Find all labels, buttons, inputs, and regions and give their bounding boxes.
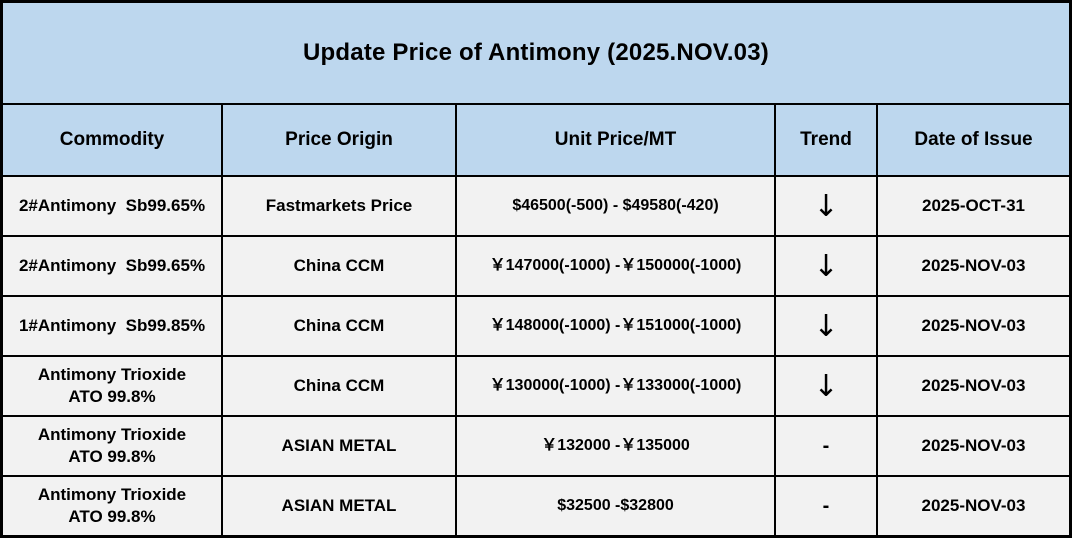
commodity-cell: Antimony Trioxide ATO 99.8% bbox=[3, 417, 221, 475]
unit-price-cell: ￥147000(-1000) -￥150000(-1000) bbox=[457, 237, 774, 295]
price-origin-cell: China CCM bbox=[223, 357, 455, 415]
column-header-price-origin: Price Origin bbox=[223, 105, 455, 175]
price-origin-cell: ASIAN METAL bbox=[223, 477, 455, 535]
unit-price-cell: $32500 -$32800 bbox=[457, 477, 774, 535]
date-of-issue-cell: 2025-OCT-31 bbox=[878, 177, 1069, 235]
commodity-cell: Antimony Trioxide ATO 99.8% bbox=[3, 477, 221, 535]
price-origin-cell: China CCM bbox=[223, 237, 455, 295]
price-origin-cell: China CCM bbox=[223, 297, 455, 355]
date-of-issue-cell: 2025-NOV-03 bbox=[878, 237, 1069, 295]
column-header-commodity: Commodity bbox=[3, 105, 221, 175]
column-header-unit-price: Unit Price/MT bbox=[457, 105, 774, 175]
trend-down-arrow-icon: ↓ bbox=[776, 297, 876, 355]
unit-price-cell: $46500(-500) - $49580(-420) bbox=[457, 177, 774, 235]
date-of-issue-cell: 2025-NOV-03 bbox=[878, 417, 1069, 475]
unit-price-cell: ￥132000 -￥135000 bbox=[457, 417, 774, 475]
trend-down-arrow-icon: ↓ bbox=[776, 237, 876, 295]
price-origin-cell: ASIAN METAL bbox=[223, 417, 455, 475]
unit-price-cell: ￥148000(-1000) -￥151000(-1000) bbox=[457, 297, 774, 355]
commodity-cell: 2#Antimony Sb99.65% bbox=[3, 177, 221, 235]
date-of-issue-cell: 2025-NOV-03 bbox=[878, 357, 1069, 415]
trend-flat-dash: - bbox=[776, 477, 876, 535]
column-header-date-of-issue: Date of Issue bbox=[878, 105, 1069, 175]
trend-down-arrow-icon: ↓ bbox=[776, 357, 876, 415]
trend-down-arrow-icon: ↓ bbox=[776, 177, 876, 235]
commodity-cell: 1#Antimony Sb99.85% bbox=[3, 297, 221, 355]
page-title: Update Price of Antimony (2025.NOV.03) bbox=[3, 3, 1069, 103]
date-of-issue-cell: 2025-NOV-03 bbox=[878, 297, 1069, 355]
column-header-trend: Trend bbox=[776, 105, 876, 175]
trend-flat-dash: - bbox=[776, 417, 876, 475]
price-origin-cell: Fastmarkets Price bbox=[223, 177, 455, 235]
date-of-issue-cell: 2025-NOV-03 bbox=[878, 477, 1069, 535]
commodity-cell: Antimony Trioxide ATO 99.8% bbox=[3, 357, 221, 415]
unit-price-cell: ￥130000(-1000) -￥133000(-1000) bbox=[457, 357, 774, 415]
commodity-cell: 2#Antimony Sb99.65% bbox=[3, 237, 221, 295]
